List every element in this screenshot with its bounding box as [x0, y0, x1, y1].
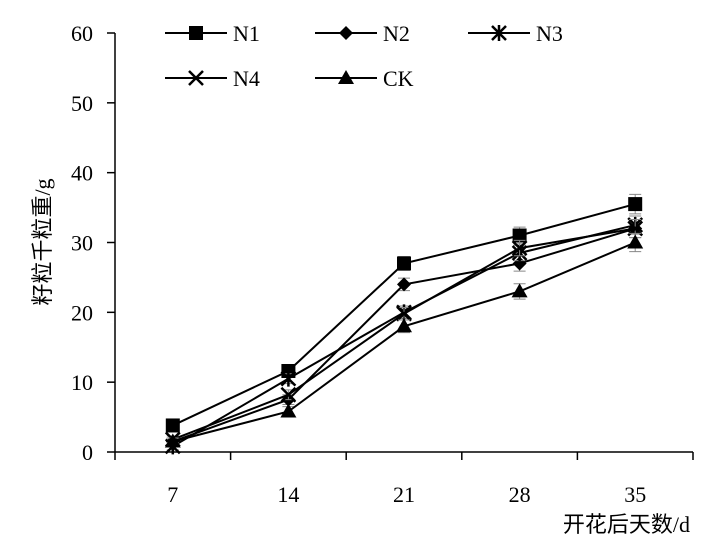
data-point [165, 418, 180, 433]
legend-label: N2 [383, 21, 410, 46]
legend-label: N1 [233, 21, 260, 46]
legend-item-n4: N4 [165, 66, 260, 91]
y-tick-label: 50 [71, 91, 93, 116]
data-point [396, 318, 412, 333]
legend-item-n2: N2 [315, 21, 410, 46]
data-point [164, 433, 181, 448]
data-point [280, 386, 297, 403]
y-tick-label: 40 [71, 161, 93, 186]
legend-item-n3: N3 [468, 21, 563, 46]
data-point [397, 277, 411, 292]
legend: N1 N2 N3 N4 CK [165, 21, 563, 91]
y-tick-label: 20 [71, 300, 93, 325]
data-point [512, 256, 527, 271]
data-point [397, 256, 411, 271]
y-tick-label: 60 [71, 21, 93, 46]
axes: 0 10 20 30 40 50 60 7 14 21 28 35 [71, 21, 694, 507]
series-n1 [165, 193, 643, 433]
x-tick-label: 14 [277, 482, 299, 507]
data-point [511, 240, 528, 256]
legend-marker [188, 70, 204, 86]
data-point [512, 228, 527, 243]
legend-marker [491, 25, 507, 41]
data-point [628, 197, 643, 212]
x-axis-label: 开花后天数/d [563, 512, 690, 537]
series-ck [164, 232, 644, 448]
legend-marker [338, 70, 354, 84]
data-point [396, 305, 412, 322]
x-tick-label: 35 [624, 482, 646, 507]
data-point [280, 403, 297, 418]
x-tick-label: 21 [393, 482, 415, 507]
legend-item-n1: N1 [165, 21, 260, 46]
y-tick-label: 30 [71, 231, 93, 256]
series-layer [164, 193, 644, 455]
legend-marker [189, 26, 203, 40]
legend-item-ck: CK [315, 66, 414, 91]
y-tick-label: 0 [82, 440, 93, 465]
x-tick-label: 7 [167, 482, 178, 507]
legend-label: N3 [536, 21, 563, 46]
legend-label: N4 [233, 66, 260, 91]
data-point [511, 283, 528, 298]
x-tick-label: 28 [509, 482, 531, 507]
y-axis-label: 籽粒千粒重/g [30, 178, 55, 305]
legend-label: CK [383, 66, 414, 91]
data-point [280, 370, 297, 387]
y-tick-label: 10 [71, 370, 93, 395]
legend-marker [339, 26, 353, 40]
data-point [627, 234, 644, 249]
